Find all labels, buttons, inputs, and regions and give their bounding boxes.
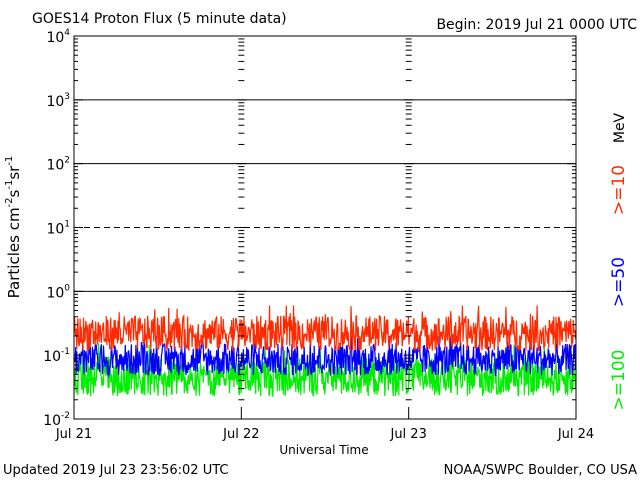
y-tick-exponent: 0	[64, 283, 70, 293]
y-tick-exponent: -1	[61, 347, 70, 357]
y-tick-label-2: 10-1	[43, 347, 70, 365]
y-axis-label-exp2: -1	[4, 180, 15, 190]
plot-frame	[73, 35, 577, 420]
y-tick-label-5: 102	[46, 156, 70, 174]
y-axis-label-s: s	[5, 189, 23, 197]
y-tick-base: 10	[43, 413, 61, 429]
y-tick-base: 10	[46, 30, 64, 46]
y-tick-exponent: 3	[64, 92, 70, 102]
y-axis-label-exp1: -2	[4, 197, 15, 207]
x-axis-label: Universal Time	[279, 443, 368, 457]
y-tick-label-7: 104	[46, 28, 70, 46]
y-tick-label-3: 100	[46, 283, 70, 301]
legend-series-1: >=10	[609, 165, 629, 215]
y-tick-base: 10	[43, 349, 61, 365]
footer-updated: Updated 2019 Jul 23 23:56:02 UTC	[3, 463, 228, 478]
legend-series-2: >=50	[609, 257, 629, 307]
x-tick-label-4: Jul 24	[557, 427, 594, 442]
y-axis-label-sr: sr	[5, 165, 23, 180]
y-tick-exponent: 4	[64, 28, 70, 38]
chart-title: GOES14 Proton Flux (5 minute data)	[32, 11, 287, 27]
series-line-2	[73, 335, 577, 378]
x-tick-label-3: Jul 23	[389, 427, 426, 442]
legend-unit-label: MeV	[612, 112, 628, 143]
y-axis-label: Particles cm-2s-1sr-1	[4, 156, 23, 299]
y-axis-label-base: Particles cm	[5, 207, 23, 298]
y-tick-base: 10	[46, 94, 64, 110]
legend-series-3: >=100	[609, 350, 629, 411]
begin-time-label: Begin: 2019 Jul 21 0000 UTC	[436, 17, 637, 33]
series-line-1	[73, 305, 577, 353]
x-tick-label-2: Jul 22	[222, 427, 259, 442]
y-tick-exponent: 2	[64, 156, 70, 166]
y-tick-label-6: 103	[46, 92, 70, 110]
y-axis-label-exp3: -1	[4, 156, 15, 166]
y-tick-base: 10	[46, 285, 64, 301]
x-tick-label-1: Jul 21	[55, 427, 92, 442]
footer-source: NOAA/SWPC Boulder, CO USA	[444, 463, 637, 478]
y-tick-label-1: 10-2	[43, 411, 70, 429]
y-tick-base: 10	[46, 158, 64, 174]
y-tick-exponent: -2	[61, 411, 70, 421]
series-line-3	[73, 343, 577, 397]
y-tick-label-4: 101	[46, 220, 70, 238]
y-tick-exponent: 1	[64, 220, 70, 230]
y-tick-base: 10	[46, 222, 64, 238]
